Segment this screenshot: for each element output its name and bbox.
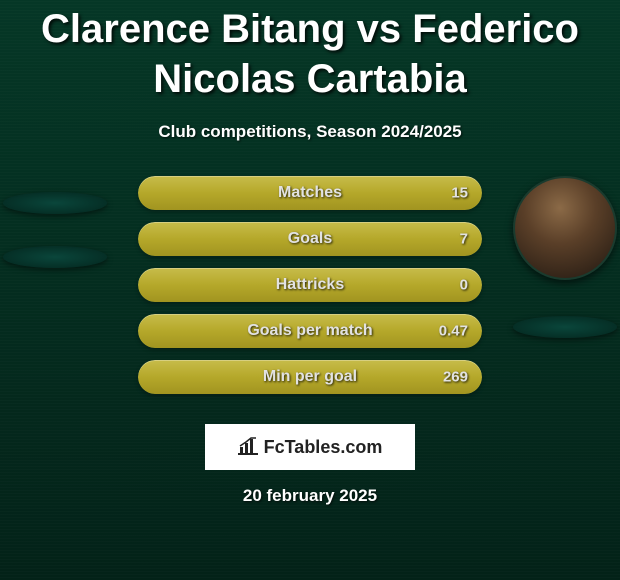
shadow-pill <box>513 316 617 338</box>
stat-bars: Matches 15 Goals 7 Hattricks 0 Goals per… <box>138 176 482 406</box>
stat-bar: Matches 15 <box>138 176 482 210</box>
stat-bar-fill <box>138 222 482 256</box>
player-right-column <box>510 176 620 280</box>
stat-value: 15 <box>451 185 468 202</box>
stat-bar-fill <box>138 360 482 394</box>
stat-bar: Hattricks 0 <box>138 268 482 302</box>
stat-value: 0 <box>460 277 468 294</box>
shadow-pill <box>3 192 107 214</box>
stat-value: 0.47 <box>439 323 468 340</box>
player-avatar <box>513 176 617 280</box>
stat-value: 7 <box>460 231 468 248</box>
stat-bar-fill <box>138 268 482 302</box>
source-logo: FcTables.com <box>205 424 415 470</box>
stat-bar: Goals per match 0.47 <box>138 314 482 348</box>
season-subtitle: Club competitions, Season 2024/2025 <box>0 122 620 142</box>
stat-bar: Min per goal 269 <box>138 360 482 394</box>
stat-bar: Goals 7 <box>138 222 482 256</box>
comparison-card: Clarence Bitang vs Federico Nicolas Cart… <box>0 0 620 580</box>
page-title: Clarence Bitang vs Federico Nicolas Cart… <box>0 0 620 104</box>
logo-text: FcTables.com <box>264 437 383 458</box>
stat-bar-fill <box>138 314 482 348</box>
chart-icon <box>238 437 258 458</box>
snapshot-date: 20 february 2025 <box>0 486 620 506</box>
stats-chart: Matches 15 Goals 7 Hattricks 0 Goals per… <box>0 176 620 406</box>
stat-bar-fill <box>138 176 482 210</box>
stat-value: 269 <box>443 369 468 386</box>
shadow-pill <box>3 246 107 268</box>
